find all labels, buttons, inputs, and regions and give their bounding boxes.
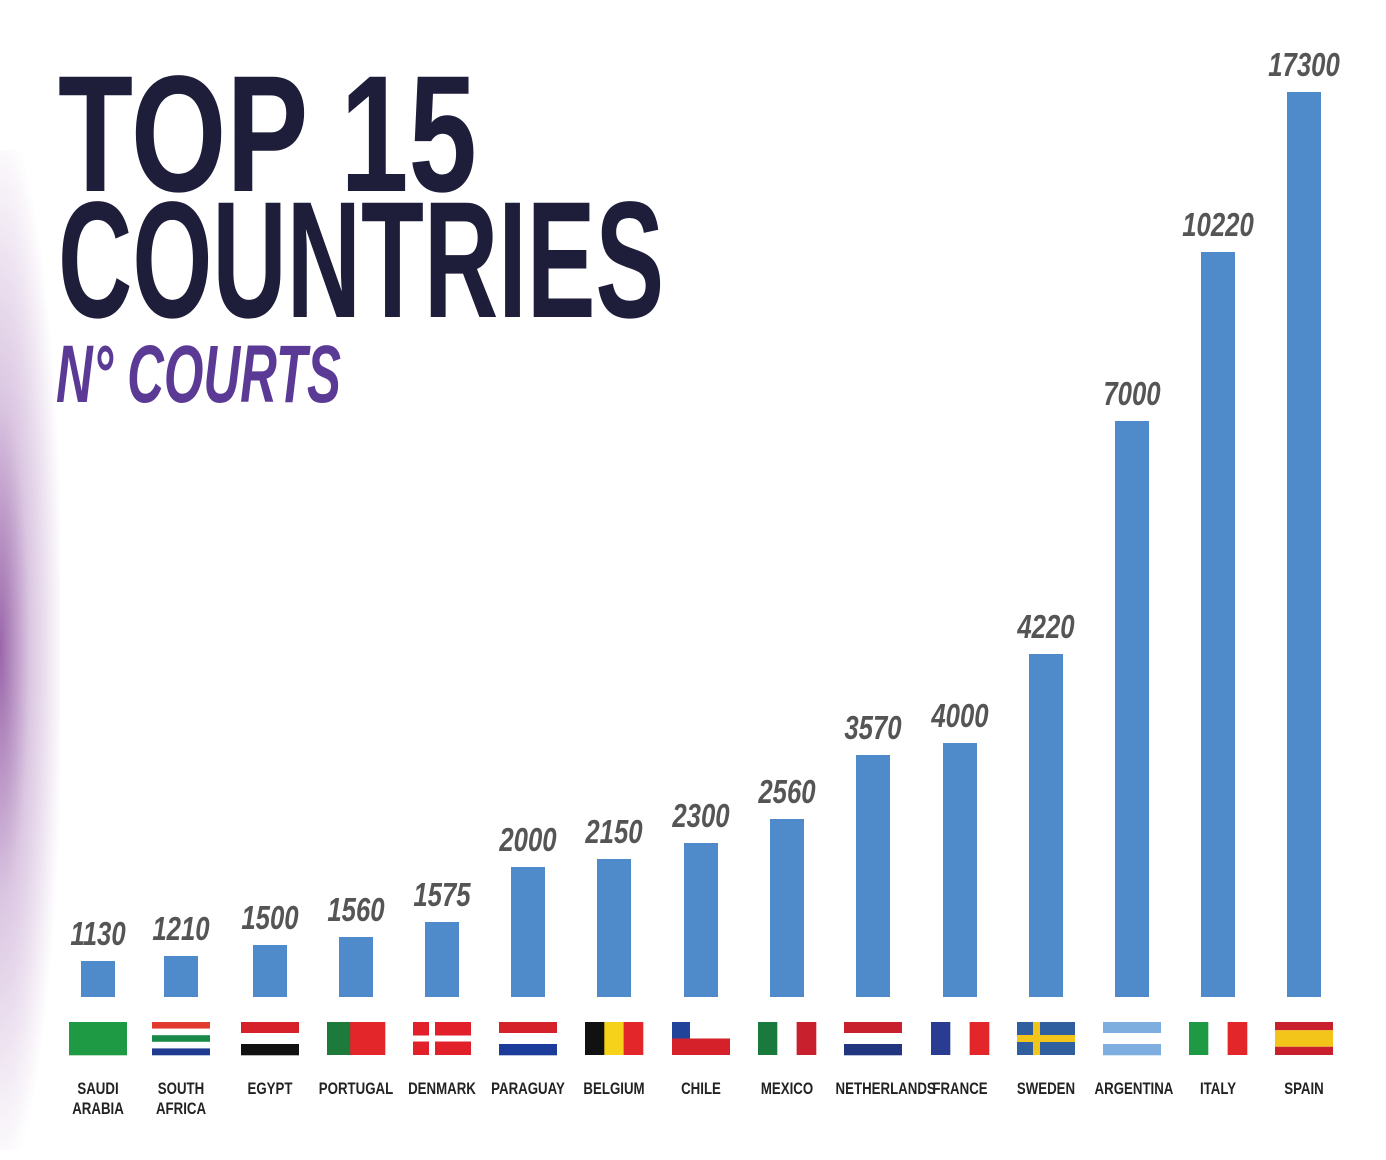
bar-portugal bbox=[339, 937, 373, 997]
bar-south-africa bbox=[164, 956, 198, 997]
category-label: SWEDEN bbox=[1016, 1079, 1076, 1098]
value-label: 1210 bbox=[152, 910, 210, 947]
flag-italy-icon bbox=[1189, 1022, 1248, 1055]
flag-saudi-arabia-icon bbox=[69, 1022, 127, 1056]
value-label: 4220 bbox=[1017, 608, 1075, 645]
category-label: PORTUGAL bbox=[318, 1079, 394, 1098]
flag-france-icon bbox=[931, 1022, 990, 1055]
category-label: BELGIUM bbox=[583, 1079, 645, 1098]
value-label: 1130 bbox=[70, 915, 126, 952]
flag-portugal-icon bbox=[327, 1022, 386, 1055]
title-line-1: TOP 15 bbox=[58, 42, 477, 227]
flag-chile-icon bbox=[672, 1022, 730, 1055]
value-label: 2000 bbox=[499, 821, 557, 858]
flag-paraguay-icon bbox=[499, 1022, 557, 1056]
value-label: 1560 bbox=[327, 891, 385, 928]
flag-sweden-icon bbox=[1017, 1022, 1075, 1055]
title-line-2: COUNTRIES bbox=[58, 168, 665, 353]
value-label: 2560 bbox=[758, 773, 816, 810]
category-label: CHILE bbox=[681, 1079, 721, 1098]
category-label: ARGENTINA bbox=[1094, 1079, 1174, 1098]
bar-spain bbox=[1287, 92, 1321, 997]
flag-south-africa-icon bbox=[152, 1022, 210, 1056]
flag-denmark-icon bbox=[413, 1022, 471, 1055]
bar-denmark bbox=[425, 922, 459, 997]
category-label: EGYPT bbox=[247, 1079, 293, 1098]
decorative-smudge bbox=[0, 150, 60, 1150]
bar-belgium bbox=[597, 859, 631, 997]
value-label: 2300 bbox=[672, 797, 730, 834]
bar-mexico bbox=[770, 819, 804, 997]
category-label: MEXICO bbox=[760, 1079, 814, 1098]
bar-paraguay bbox=[511, 867, 545, 997]
value-label: 2150 bbox=[585, 813, 643, 850]
value-label: 4000 bbox=[931, 697, 989, 734]
bar-italy bbox=[1201, 252, 1235, 997]
category-label: ITALY bbox=[1199, 1079, 1237, 1098]
bar-chile bbox=[684, 843, 718, 997]
value-label: 17300 bbox=[1268, 46, 1340, 83]
category-label: FRANCE bbox=[932, 1079, 988, 1098]
subtitle: N° COURTS bbox=[56, 329, 341, 420]
category-label: SOUTH AFRICA bbox=[155, 1079, 207, 1118]
value-label: 1500 bbox=[241, 899, 299, 936]
value-label: 3570 bbox=[844, 709, 902, 746]
bar-france bbox=[943, 743, 977, 997]
flag-netherlands-icon bbox=[844, 1022, 902, 1056]
value-label: 10220 bbox=[1182, 206, 1254, 243]
flag-argentina-icon bbox=[1103, 1022, 1161, 1056]
bar-netherlands bbox=[856, 755, 890, 997]
category-label: DENMARK bbox=[408, 1079, 476, 1098]
category-label: SPAIN bbox=[1284, 1079, 1324, 1098]
category-label: PARAGUAY bbox=[491, 1079, 565, 1098]
flag-mexico-icon bbox=[758, 1022, 817, 1055]
flag-belgium-icon bbox=[585, 1022, 644, 1055]
category-label: SAUDI ARABIA bbox=[72, 1079, 124, 1118]
bar-argentina bbox=[1115, 421, 1149, 997]
bar-egypt bbox=[253, 945, 287, 997]
flag-spain-icon bbox=[1275, 1022, 1333, 1055]
flag-egypt-icon bbox=[241, 1022, 299, 1056]
value-label: 7000 bbox=[1103, 375, 1161, 412]
bar-saudi-arabia bbox=[81, 961, 115, 997]
bar-sweden bbox=[1029, 654, 1063, 997]
category-label: NETHERLANDS bbox=[835, 1079, 936, 1098]
value-label: 1575 bbox=[413, 876, 471, 913]
